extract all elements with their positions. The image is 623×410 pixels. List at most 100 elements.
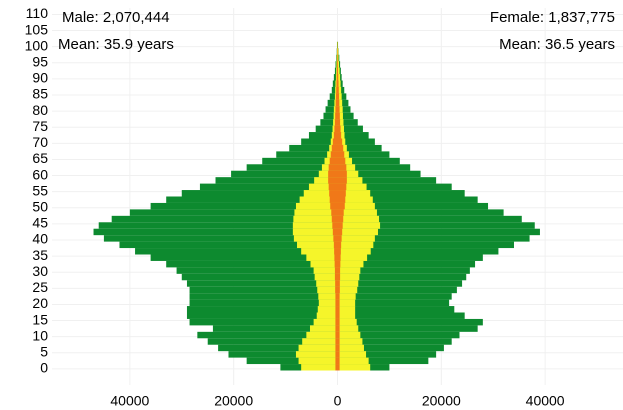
bar [333,74,338,81]
bar [335,357,338,365]
bar [337,183,367,191]
y-tick-label: 65 [32,150,48,166]
bar [337,190,346,197]
bar [337,344,364,352]
bar [289,144,338,152]
bar [293,235,338,242]
bar [295,351,338,358]
bar [212,325,338,332]
bar [337,209,377,216]
y-tick-label: 30 [32,263,48,279]
bar [336,61,338,68]
bar [337,357,369,365]
bar [337,48,339,55]
bar [337,286,340,294]
bar [337,119,358,126]
bar [337,280,463,287]
bar [337,306,356,313]
bar [337,132,342,139]
annotation: Mean: 35.9 years [58,36,174,53]
bar [335,306,338,313]
bar [301,364,338,371]
bar [337,351,437,358]
bar [335,331,338,339]
bar [337,286,457,294]
bar [337,125,344,133]
bar [332,222,338,229]
bar [337,280,340,287]
bar [207,338,338,345]
bar [334,248,338,255]
bar [337,260,476,268]
bar [335,299,338,307]
bar [337,222,343,229]
bar [181,190,338,197]
bar [337,215,522,223]
bar [337,196,346,203]
bar [333,241,338,249]
y-tick-label: 70 [32,134,48,150]
bar [336,54,338,62]
bar [294,209,338,216]
y-tick-label: 25 [32,279,48,295]
bar [314,273,338,281]
bar [337,273,360,281]
y-tick-label: 20 [32,295,48,311]
bar [328,183,338,191]
bar [276,151,338,158]
bar [337,235,375,242]
bar [337,312,340,319]
y-tick-label: 100 [25,37,49,53]
bar [333,132,338,139]
bar [299,196,338,203]
bar [337,119,341,126]
bar [246,357,338,365]
bar [316,280,338,287]
bar [317,306,338,313]
bar [335,112,338,120]
bar [337,183,347,191]
bar [335,364,338,371]
x-tick-label: 20000 [214,393,253,409]
bar [337,170,421,178]
bar [337,61,340,68]
bar [135,248,338,255]
bar [337,74,339,81]
bar [228,351,338,358]
bar [332,228,338,236]
bar [334,119,338,126]
bar [337,351,340,358]
bar [189,286,338,294]
bar [337,331,340,339]
bar [325,106,338,113]
bar [306,331,338,339]
bar [337,80,339,87]
y-tick-label: 95 [32,53,48,69]
bar [189,299,338,307]
bar [337,338,452,345]
bar [337,248,341,255]
y-tick-label: 80 [32,102,48,118]
bar [337,293,356,300]
bar [329,196,338,203]
bar [336,74,338,81]
bar [337,177,437,184]
bar [314,177,338,184]
bar [335,325,338,332]
bar [331,215,338,223]
bar [337,260,341,268]
bar [313,267,338,274]
bar [337,106,340,113]
bar [103,235,338,242]
bar [335,280,338,287]
bar [293,215,338,223]
bar [337,286,358,294]
bar [337,273,467,281]
bar [337,331,460,339]
bar [335,286,338,294]
bar [335,338,338,345]
bar [150,254,338,261]
bar [337,254,483,261]
x-tick-label: 40000 [526,393,565,409]
bar [337,190,465,197]
